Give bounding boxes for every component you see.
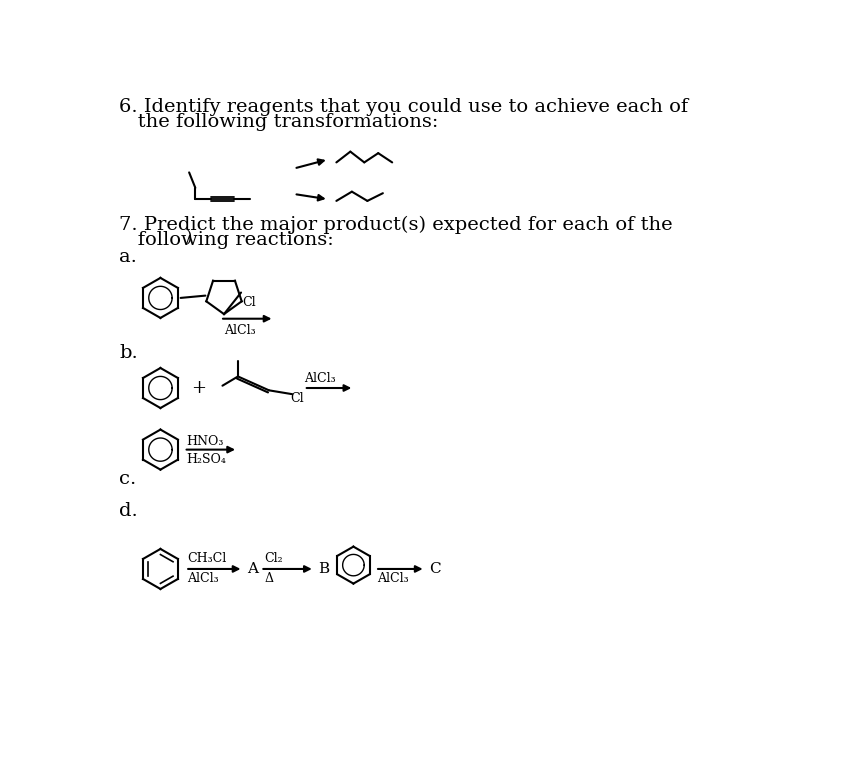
Text: Cl: Cl [242, 296, 255, 309]
Text: a.: a. [119, 248, 137, 266]
Text: ): ) [186, 230, 192, 246]
Text: d.: d. [119, 502, 138, 520]
Text: Δ: Δ [264, 572, 273, 585]
Text: CH₃Cl: CH₃Cl [188, 552, 226, 565]
Text: C: C [429, 562, 441, 576]
Text: the following transformations:: the following transformations: [119, 114, 438, 131]
Text: AlCl₃: AlCl₃ [377, 572, 409, 585]
Text: Cl: Cl [290, 391, 304, 404]
Text: c.: c. [119, 470, 136, 488]
Text: B: B [319, 562, 329, 576]
Text: AlCl₃: AlCl₃ [303, 372, 335, 385]
Text: AlCl₃: AlCl₃ [224, 324, 256, 336]
Text: b.: b. [119, 344, 138, 362]
Text: 7. Predict the major product(s) expected for each of the: 7. Predict the major product(s) expected… [119, 216, 672, 234]
Text: H₂SO₄: H₂SO₄ [186, 453, 226, 466]
Text: 6. Identify reagents that you could use to achieve each of: 6. Identify reagents that you could use … [119, 98, 688, 116]
Text: +: + [190, 379, 206, 397]
Text: HNO₃: HNO₃ [186, 435, 223, 448]
Text: following reactions:: following reactions: [119, 231, 334, 250]
Text: Cl₂: Cl₂ [264, 552, 282, 565]
Text: A: A [247, 562, 258, 576]
Text: AlCl₃: AlCl₃ [188, 572, 219, 585]
